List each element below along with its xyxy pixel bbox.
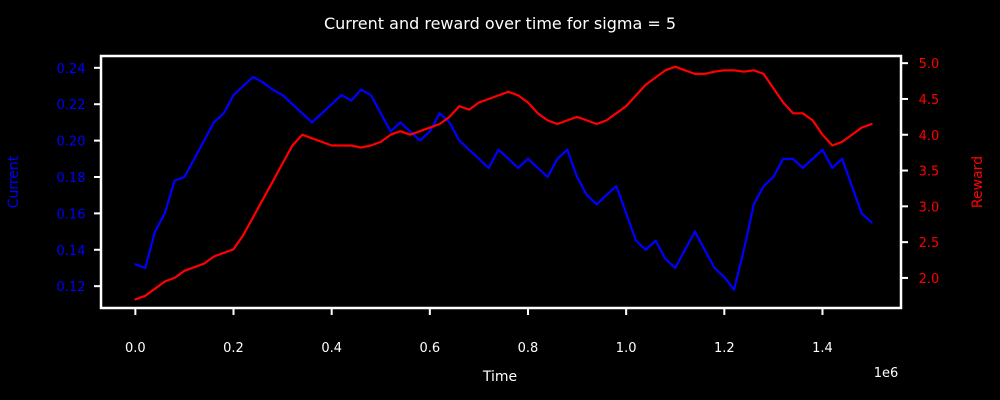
y-left-tick-label: 0.14 — [57, 244, 86, 259]
y-left-tick-label: 0.16 — [57, 207, 86, 222]
series-line-current — [134, 75, 873, 291]
y-right-tick-label: 3.0 — [919, 200, 940, 215]
y-right-axis-label: Reward — [970, 156, 986, 208]
y-right-tick-label: 2.0 — [919, 272, 940, 287]
plot-frame — [99, 54, 903, 310]
x-tick-label: 0.2 — [223, 341, 244, 356]
y-left-tick-label: 0.20 — [57, 135, 86, 150]
y-left-tick-label: 0.12 — [57, 280, 86, 295]
x-tick-label: 1.4 — [812, 341, 833, 356]
y-left-axis-label: Current — [6, 155, 22, 208]
x-axis-label: Time — [482, 369, 517, 385]
y-right-axis-ticks: 2.0 2.5 3.0 3.5 4.0 4.5 5.0 — [901, 57, 939, 287]
x-tick-label: 1.0 — [616, 341, 637, 356]
x-tick-label: 0.0 — [125, 341, 146, 356]
chart-title: Current and reward over time for sigma =… — [324, 14, 676, 33]
y-left-tick-label: 0.24 — [57, 62, 86, 77]
x-tick-label: 1.2 — [714, 341, 735, 356]
x-tick-label: 0.6 — [419, 341, 440, 356]
y-left-tick-label: 0.18 — [57, 171, 86, 186]
x-tick-label: 0.4 — [321, 341, 342, 356]
y-left-tick-label: 0.22 — [57, 98, 86, 113]
y-right-tick-label: 2.5 — [919, 236, 940, 251]
y-right-tick-label: 4.0 — [919, 129, 940, 144]
y-right-tick-label: 5.0 — [919, 57, 940, 72]
x-tick-label: 0.8 — [518, 341, 539, 356]
series-line-reward — [134, 65, 873, 301]
x-axis-ticks: 0.0 0.2 0.4 0.6 0.8 1.0 1.2 1.4 — [125, 308, 833, 356]
y-left-axis-ticks: 0.12 0.14 0.16 0.18 0.20 0.22 0.24 — [57, 62, 101, 295]
y-right-tick-label: 3.5 — [919, 165, 940, 180]
y-right-tick-label: 4.5 — [919, 93, 940, 108]
series-layer — [134, 65, 873, 301]
x-axis-offset-label: 1e6 — [874, 366, 899, 381]
